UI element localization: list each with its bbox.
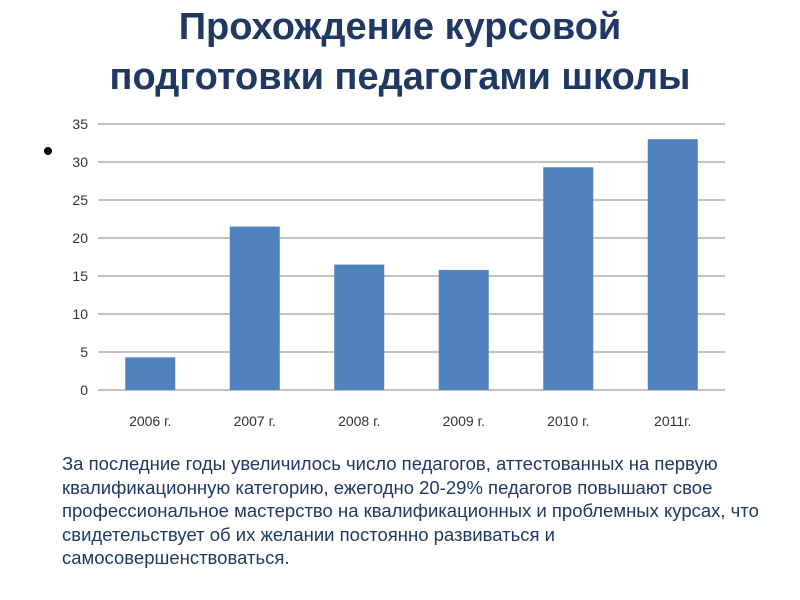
caption-text: За последние годы увеличилось число педа… xyxy=(62,453,759,568)
bars xyxy=(125,139,698,390)
bar-2 xyxy=(334,264,385,390)
bar-5 xyxy=(647,139,698,390)
bar-4 xyxy=(543,167,594,390)
y-tick-label: 20 xyxy=(72,230,88,246)
y-tick-label: 0 xyxy=(80,382,88,398)
x-category-label: 2011г. xyxy=(654,413,691,429)
x-category-label: 2006 г. xyxy=(129,413,171,429)
bar-1 xyxy=(229,226,280,390)
y-tick-label: 25 xyxy=(72,192,88,208)
x-axis-categories: 2006 г. 2007 г. 2008 г. 2009 г. 2010 г. 2011г… xyxy=(129,413,691,429)
title-line-1: Прохождение курсовой xyxy=(178,6,622,48)
x-category-label: 2009 г. xyxy=(443,413,485,429)
title-line-2: подготовки педагогами школы xyxy=(109,56,691,98)
y-tick-label: 15 xyxy=(72,268,88,284)
x-category-label: 2008 г. xyxy=(338,413,380,429)
grid-lines xyxy=(98,123,725,391)
x-category-label: 2007 г. xyxy=(234,413,276,429)
y-axis-ticks: 0 5 10 15 20 25 30 35 xyxy=(72,116,88,398)
y-tick-label: 10 xyxy=(72,306,88,322)
bar-3 xyxy=(438,269,489,390)
x-category-label: 2010 г. xyxy=(547,413,589,429)
bullet-dot xyxy=(44,147,52,155)
y-tick-label: 5 xyxy=(80,344,88,360)
bar-0 xyxy=(125,357,176,390)
chart-title: Прохождение курсовой подготовки педагога… xyxy=(0,2,800,102)
y-tick-label: 35 xyxy=(72,116,88,132)
bar-chart: 0 5 10 15 20 25 30 35 2006 г. 2007 г. 2008 г. 2009… xyxy=(72,116,725,429)
y-tick-label: 30 xyxy=(72,154,88,170)
